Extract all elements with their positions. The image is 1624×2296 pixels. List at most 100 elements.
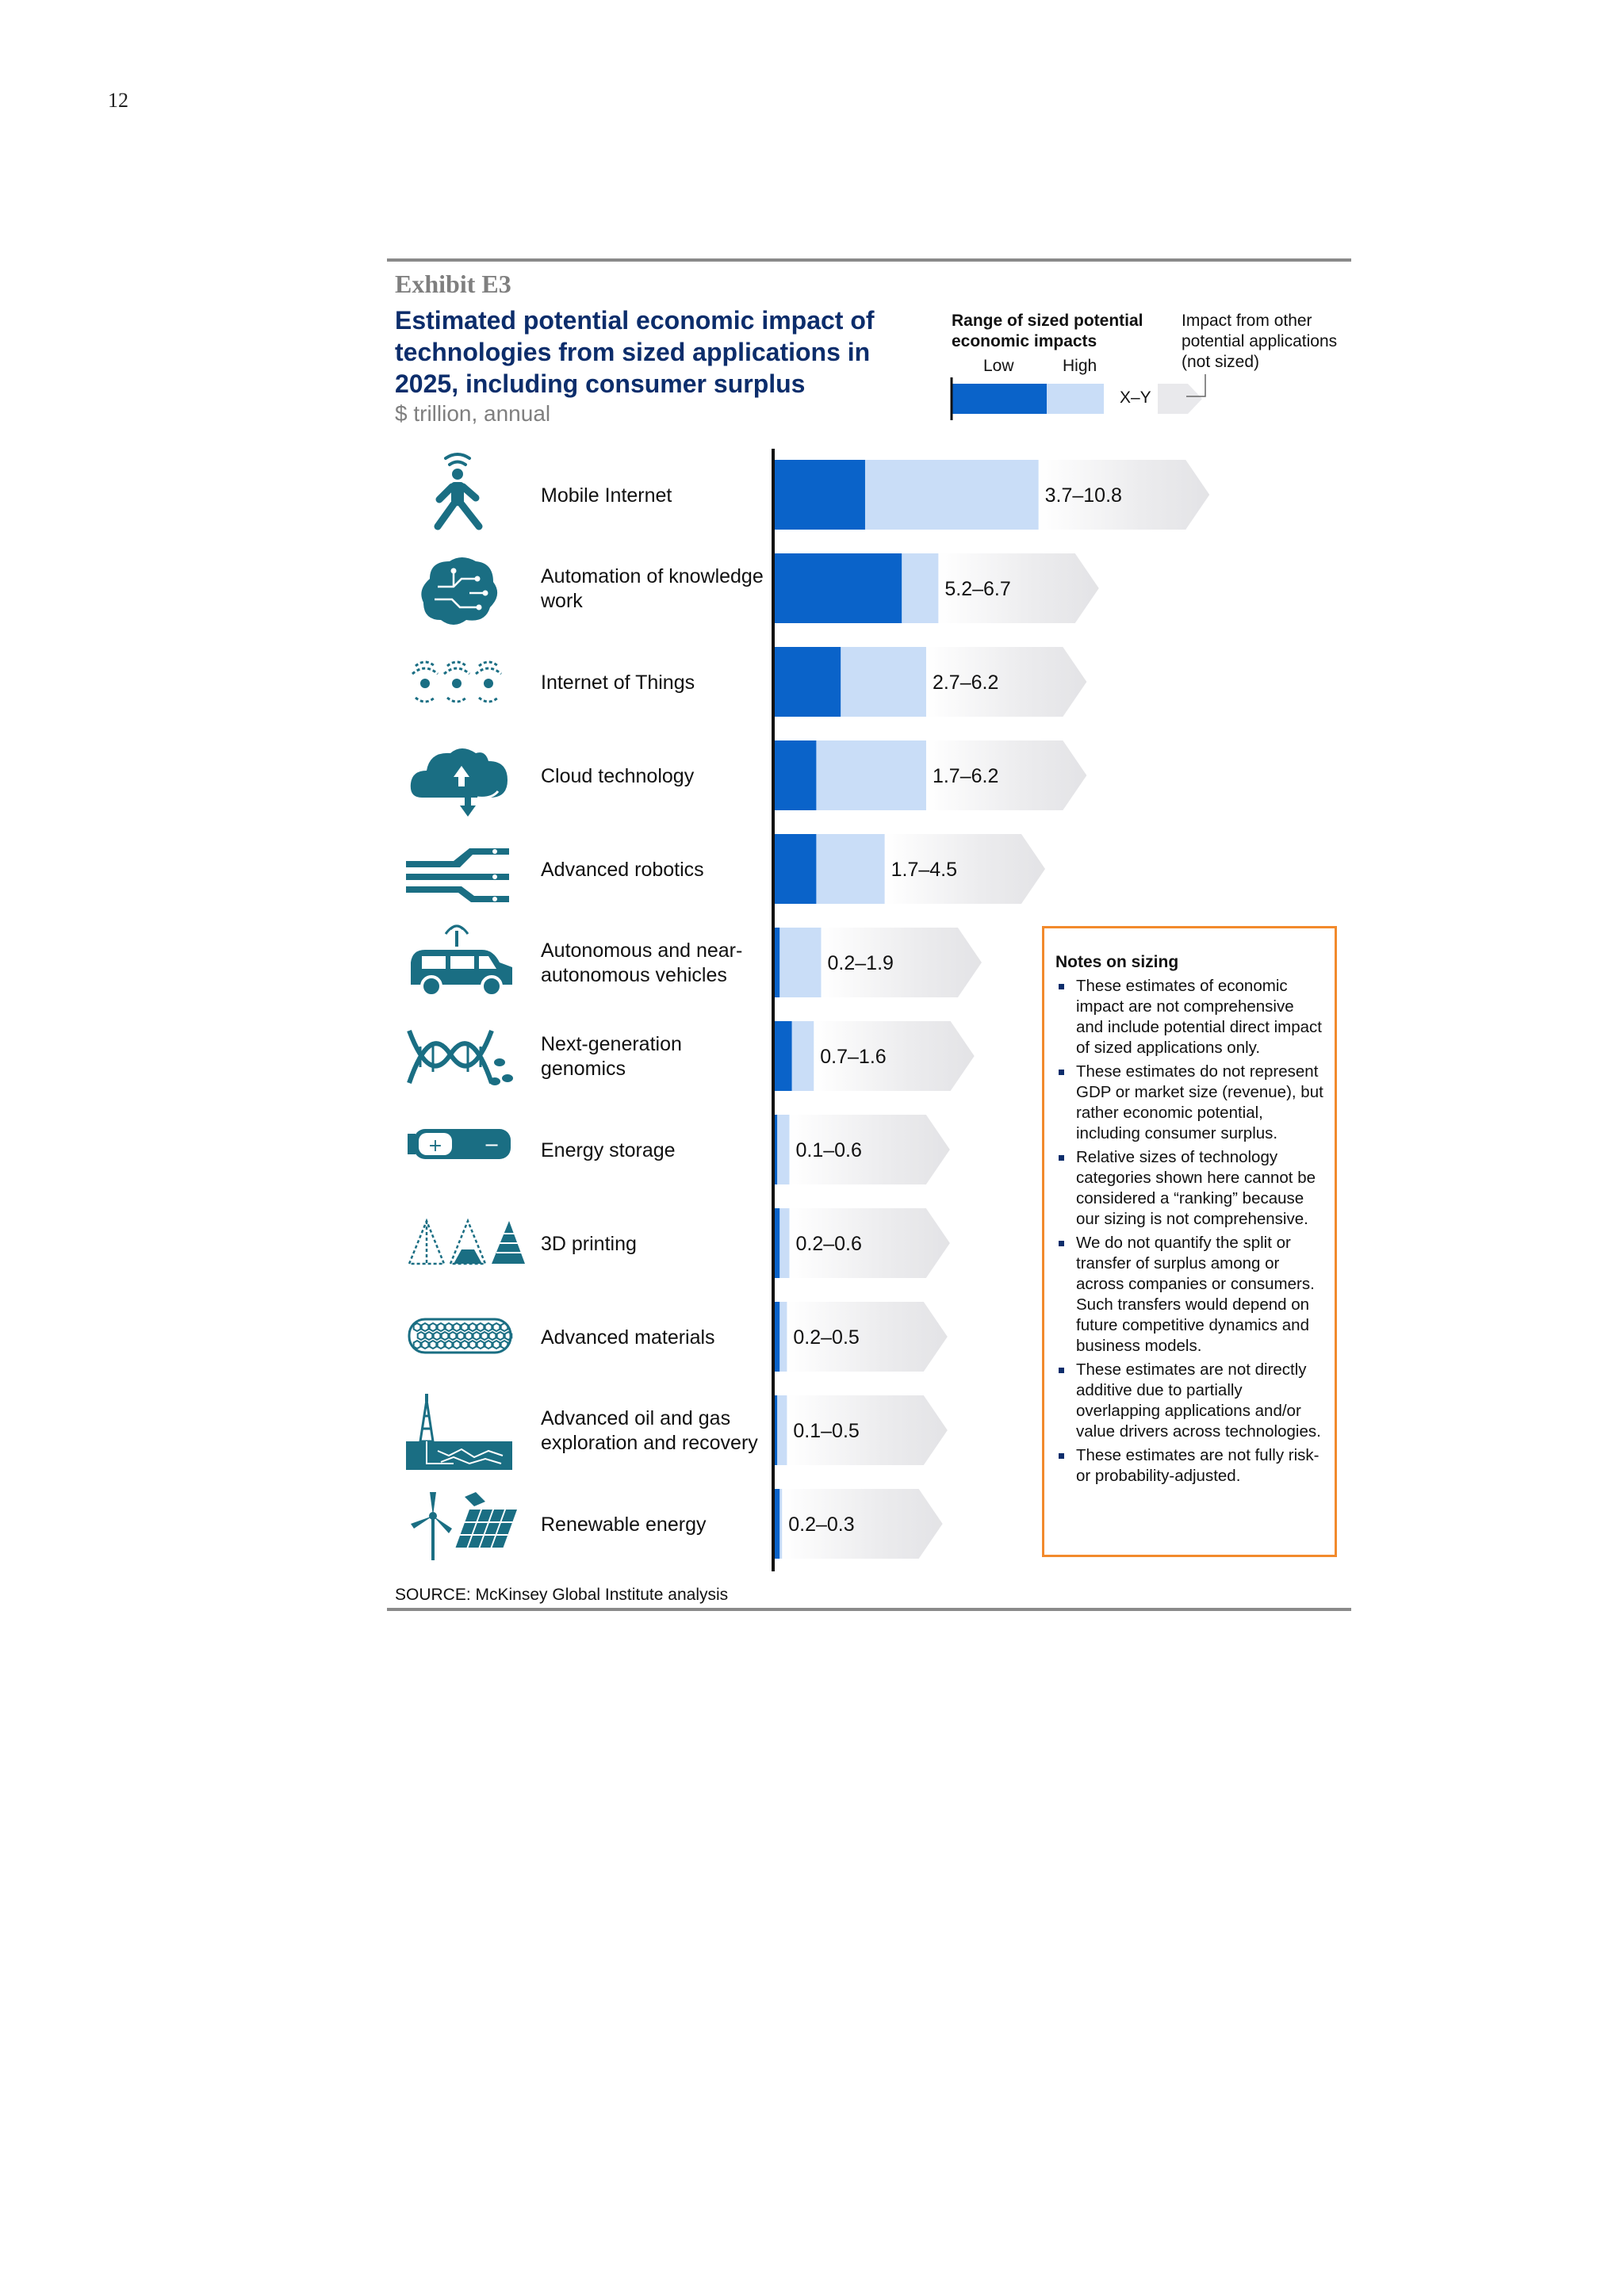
other-impact-arrow-advanced-oil-and-gas-exploration-and-recovery <box>787 1395 948 1465</box>
notes-item: These estimates are not directly additiv… <box>1055 1360 1323 1442</box>
data-label-internet-of-things: 2.7–6.2 <box>933 672 998 694</box>
bar-low-advanced-materials <box>775 1302 780 1372</box>
legend-low-swatch <box>952 384 1047 414</box>
nanotube-cell <box>436 1339 446 1350</box>
robot-hand-icon <box>406 848 509 902</box>
row-label-genomics: Next-generation genomics <box>541 1033 682 1080</box>
notes-list: These estimates of economic impact are n… <box>1055 976 1323 1487</box>
row-label-internet-of-things: Internet of Things <box>541 672 695 694</box>
nanotube-cell <box>500 1322 509 1333</box>
bottom-rule <box>387 1608 1351 1611</box>
nanotube-cell <box>492 1322 501 1333</box>
bar-high-energy-storage <box>775 1115 790 1184</box>
bar-low-cloud-technology <box>775 740 817 810</box>
cloud-icon <box>410 748 508 817</box>
nanotube-cell <box>420 1339 430 1350</box>
legend-other-label: Impact from other potential applications… <box>1182 312 1338 371</box>
nanotube-cell <box>476 1339 485 1350</box>
nanotube-cell <box>476 1322 485 1333</box>
row-label-renewable-energy: Renewable energy <box>541 1513 707 1536</box>
bar-low-autonomous-and-near-autonomous-vehicles <box>775 928 780 997</box>
nanotube-cell <box>500 1339 509 1350</box>
nanotube-cell <box>460 1339 469 1350</box>
notes-item: We do not quantify the split or transfer… <box>1055 1233 1323 1357</box>
nanotube-cell <box>484 1339 493 1350</box>
nanotube-cell <box>456 1330 465 1341</box>
other-impact-arrow-3d-printing <box>789 1208 950 1278</box>
row-label-advanced-materials: Advanced materials <box>541 1326 715 1349</box>
notes-item: These estimates of economic impact are n… <box>1055 976 1323 1058</box>
notes-on-sizing: Notes on sizing These estimates of econo… <box>1042 926 1337 1557</box>
bar-high-advanced-oil-and-gas-exploration-and-recovery <box>775 1395 787 1465</box>
notes-title: Notes on sizing <box>1055 953 1179 971</box>
wind-solar-icon <box>411 1492 517 1560</box>
data-label-next-generation-genomics: 0.7–1.6 <box>820 1046 886 1068</box>
nanotube-cell <box>468 1339 477 1350</box>
data-label-autonomous-and-near-autonomous-vehicles: 0.2–1.9 <box>828 952 894 974</box>
data-label-cloud-technology: 1.7–6.2 <box>933 765 998 787</box>
other-impact-arrow-energy-storage <box>789 1115 950 1184</box>
nanotube-cell <box>440 1330 450 1341</box>
data-label-mobile-internet: 3.7–10.8 <box>1045 484 1122 507</box>
source-note: SOURCE: McKinsey Global Institute analys… <box>395 1586 729 1604</box>
legend-low-label: Low <box>983 357 1014 375</box>
connected-car-icon <box>411 924 512 997</box>
row-label-energy-storage: Energy storage <box>541 1139 676 1161</box>
nanotube-cell <box>424 1330 434 1341</box>
bar-low-energy-storage <box>775 1115 778 1184</box>
nanotube-cell <box>444 1339 454 1350</box>
data-label-advanced-robotics: 1.7–4.5 <box>891 859 957 881</box>
nanotube-cell <box>496 1330 505 1341</box>
nanotube-cell <box>504 1330 513 1341</box>
nanotube-cell <box>464 1330 473 1341</box>
bar-low-next-generation-genomics <box>775 1021 792 1091</box>
connected-devices-icon <box>412 660 502 703</box>
page-number: 12 <box>108 89 128 112</box>
nanotube-cell <box>484 1322 493 1333</box>
bar-low-mobile-internet <box>775 460 865 530</box>
nanotube-cell <box>492 1339 501 1350</box>
legend-high-label: High <box>1063 357 1097 375</box>
nanotube-cell <box>472 1330 481 1341</box>
battery-icon: + − <box>408 1129 511 1159</box>
other-impact-arrow-advanced-robotics <box>884 834 1045 904</box>
bar-low-internet-of-things <box>775 647 841 717</box>
nanotube-icon <box>408 1318 513 1354</box>
nanotube-cell <box>432 1330 442 1341</box>
oil-rig-icon <box>406 1394 512 1470</box>
nanotube-cell <box>448 1330 458 1341</box>
legend-leader-line <box>1186 374 1206 397</box>
bar-low-renewable-energy <box>775 1489 780 1559</box>
legend-range-title: Range of sized potential economic impact… <box>952 312 1143 350</box>
row-label-cloud-technology: Cloud technology <box>541 765 695 787</box>
nanotube-cell <box>480 1330 489 1341</box>
bar-high-autonomous-and-near-autonomous-vehicles <box>775 928 822 997</box>
other-impact-arrow-cloud-technology <box>925 740 1087 810</box>
row-label-3d-printing: 3D printing <box>541 1233 637 1255</box>
legend-range-example: X–Y <box>1120 388 1151 407</box>
legend-high-swatch <box>1047 384 1104 414</box>
nanotube-cell <box>428 1322 438 1333</box>
bar-low-3d-printing <box>775 1208 780 1278</box>
other-impact-arrow-autonomous-and-near-autonomous-vehicles <box>821 928 982 997</box>
row-label-mobile-internet: Mobile Internet <box>541 484 672 507</box>
nanotube-cell <box>412 1322 422 1333</box>
bar-low-advanced-oil-and-gas-exploration-and-recovery <box>775 1395 778 1465</box>
data-label-renewable-energy: 0.2–0.3 <box>788 1513 854 1536</box>
legend-swatches <box>950 374 1206 420</box>
nanotube-cell <box>436 1322 446 1333</box>
other-impact-arrow-renewable-energy <box>782 1489 943 1559</box>
bar-low-advanced-robotics <box>775 834 817 904</box>
nanotube-cell <box>412 1339 422 1350</box>
nanotube-cell <box>444 1322 454 1333</box>
other-impact-arrow-next-generation-genomics <box>814 1021 975 1091</box>
notes-item: These estimates are not fully risk- or p… <box>1055 1445 1323 1487</box>
mobile-internet-icon <box>434 453 483 530</box>
brain-circuit-icon <box>421 557 498 625</box>
pyramid-icon <box>408 1218 525 1265</box>
other-impact-arrow-advanced-materials <box>787 1302 948 1372</box>
other-impact-arrow-internet-of-things <box>925 647 1087 717</box>
top-rule <box>387 258 1351 262</box>
chart-subtitle: $ trillion, annual <box>395 401 551 426</box>
data-label-automation-of-knowledge-work: 5.2–6.7 <box>944 578 1010 600</box>
